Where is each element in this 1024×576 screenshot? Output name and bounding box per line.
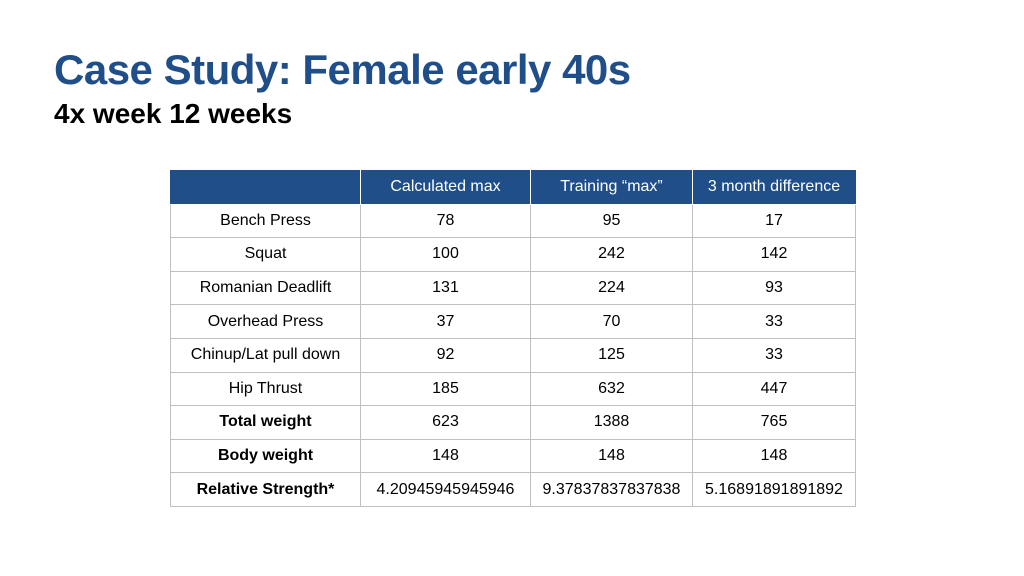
table-row: Overhead Press 37 70 33: [170, 304, 856, 339]
row-label: Romanian Deadlift: [170, 270, 361, 306]
header-cell-empty: [170, 170, 361, 205]
cell-calculated-max: 100: [360, 237, 531, 272]
row-label: Relative Strength*: [170, 472, 361, 507]
cell-difference: 33: [692, 337, 856, 373]
cell-difference: 33: [692, 304, 856, 339]
row-label: Chinup/Lat pull down: [170, 337, 361, 373]
table-header-row: Calculated max Training “max” 3 month di…: [170, 170, 856, 205]
cell-difference: 142: [692, 237, 856, 272]
table-row: Squat 100 242 142: [170, 237, 856, 272]
header-calculated-max: Calculated max: [360, 170, 531, 205]
cell-difference: 17: [692, 203, 856, 239]
cell-calculated-max: 37: [360, 304, 531, 339]
cell-training-max: 242: [530, 237, 693, 272]
table-row-body-weight: Body weight 148 148 148: [170, 438, 856, 474]
table-row-total-weight: Total weight 623 1388 765: [170, 405, 856, 440]
cell-training-max: 148: [530, 438, 693, 474]
cell-training-max: 125: [530, 337, 693, 373]
cell-difference: 765: [692, 405, 856, 440]
cell-training-max: 224: [530, 270, 693, 306]
table-row: Bench Press 78 95 17: [170, 203, 856, 239]
cell-difference: 447: [692, 371, 856, 407]
cell-calculated-max: 623: [360, 405, 531, 440]
cell-calculated-max: 185: [360, 371, 531, 407]
strength-table: Calculated max Training “max” 3 month di…: [170, 170, 856, 507]
cell-calculated-max: 148: [360, 438, 531, 474]
slide-title: Case Study: Female early 40s: [54, 46, 631, 93]
cell-calculated-max: 4.20945945945946: [360, 472, 531, 507]
cell-training-max: 1388: [530, 405, 693, 440]
cell-calculated-max: 78: [360, 203, 531, 239]
cell-difference: 148: [692, 438, 856, 474]
cell-training-max: 9.37837837837838: [530, 472, 693, 507]
row-label: Body weight: [170, 438, 361, 474]
slide-subtitle: 4x week 12 weeks: [54, 98, 293, 129]
table-row: Hip Thrust 185 632 447: [170, 371, 856, 407]
cell-training-max: 632: [530, 371, 693, 407]
row-label: Squat: [170, 237, 361, 272]
row-label: Overhead Press: [170, 304, 361, 339]
header-training-max: Training “max”: [530, 170, 693, 205]
row-label: Total weight: [170, 405, 361, 440]
cell-calculated-max: 131: [360, 270, 531, 306]
row-label: Bench Press: [170, 203, 361, 239]
header-3-month-difference: 3 month difference: [692, 170, 856, 205]
cell-difference: 93: [692, 270, 856, 306]
cell-calculated-max: 92: [360, 337, 531, 373]
table-row-relative-strength: Relative Strength* 4.20945945945946 9.37…: [170, 472, 856, 507]
row-label: Hip Thrust: [170, 371, 361, 407]
cell-training-max: 70: [530, 304, 693, 339]
table-row: Chinup/Lat pull down 92 125 33: [170, 337, 856, 373]
cell-difference: 5.16891891891892: [692, 472, 856, 507]
table-row: Romanian Deadlift 131 224 93: [170, 270, 856, 306]
cell-training-max: 95: [530, 203, 693, 239]
